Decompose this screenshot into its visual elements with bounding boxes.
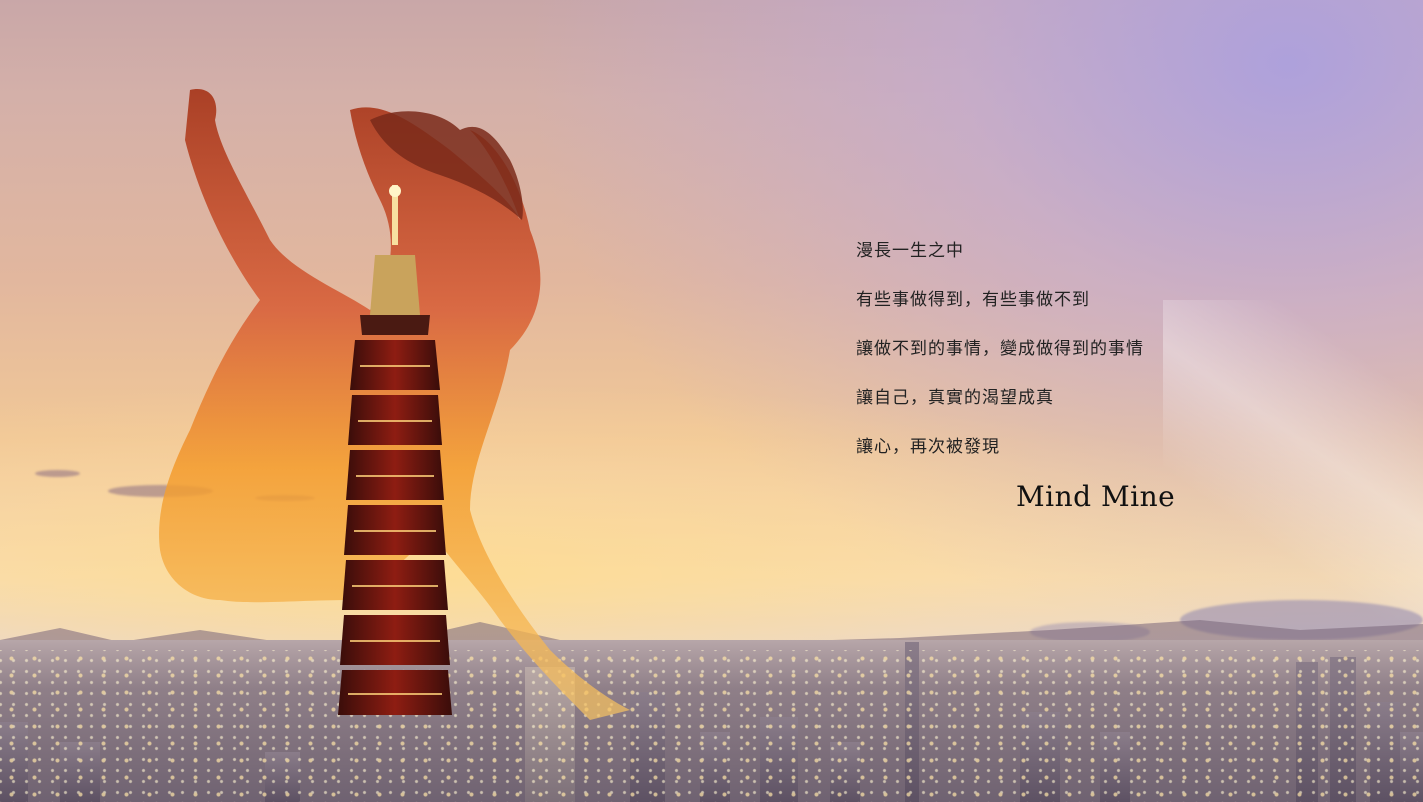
poem-text: 漫長一生之中 有些事做得到，有些事做不到 讓做不到的事情，變成做得到的事情 讓自…	[856, 238, 1276, 483]
poem-line: 讓做不到的事情，變成做得到的事情	[856, 339, 1144, 359]
poem-line: 讓心，再次被發現	[856, 437, 1000, 457]
cloud	[35, 470, 80, 477]
poem-line: 有些事做得到，有些事做不到	[856, 290, 1090, 310]
poem-line: 讓自己，真實的渴望成真	[856, 388, 1054, 408]
tower-image	[338, 185, 452, 715]
brand-signature: Mind Mine	[1016, 480, 1176, 513]
poem-line: 漫長一生之中	[856, 241, 964, 261]
light-rays	[1163, 300, 1423, 620]
city-lights	[0, 650, 1423, 802]
